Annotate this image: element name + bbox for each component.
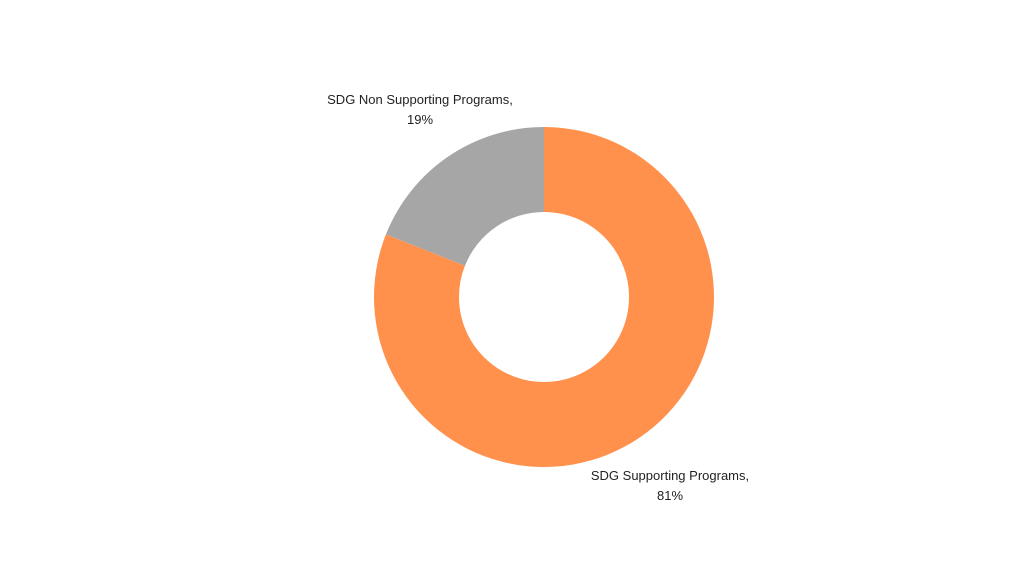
donut-slice-non-supporting (385, 126, 544, 266)
donut-slice-supporting (374, 127, 715, 468)
slice-label-non-supporting: SDG Non Supporting Programs, 19% (300, 90, 540, 130)
slice-label-supporting-percent: 81% (656, 488, 684, 503)
slice-label-supporting-name: SDG Supporting Programs, (590, 468, 750, 483)
slice-label-supporting: SDG Supporting Programs, 81% (550, 466, 790, 506)
slice-label-non-supporting-percent: 19% (406, 112, 434, 127)
slice-label-non-supporting-name: SDG Non Supporting Programs, (327, 92, 513, 107)
